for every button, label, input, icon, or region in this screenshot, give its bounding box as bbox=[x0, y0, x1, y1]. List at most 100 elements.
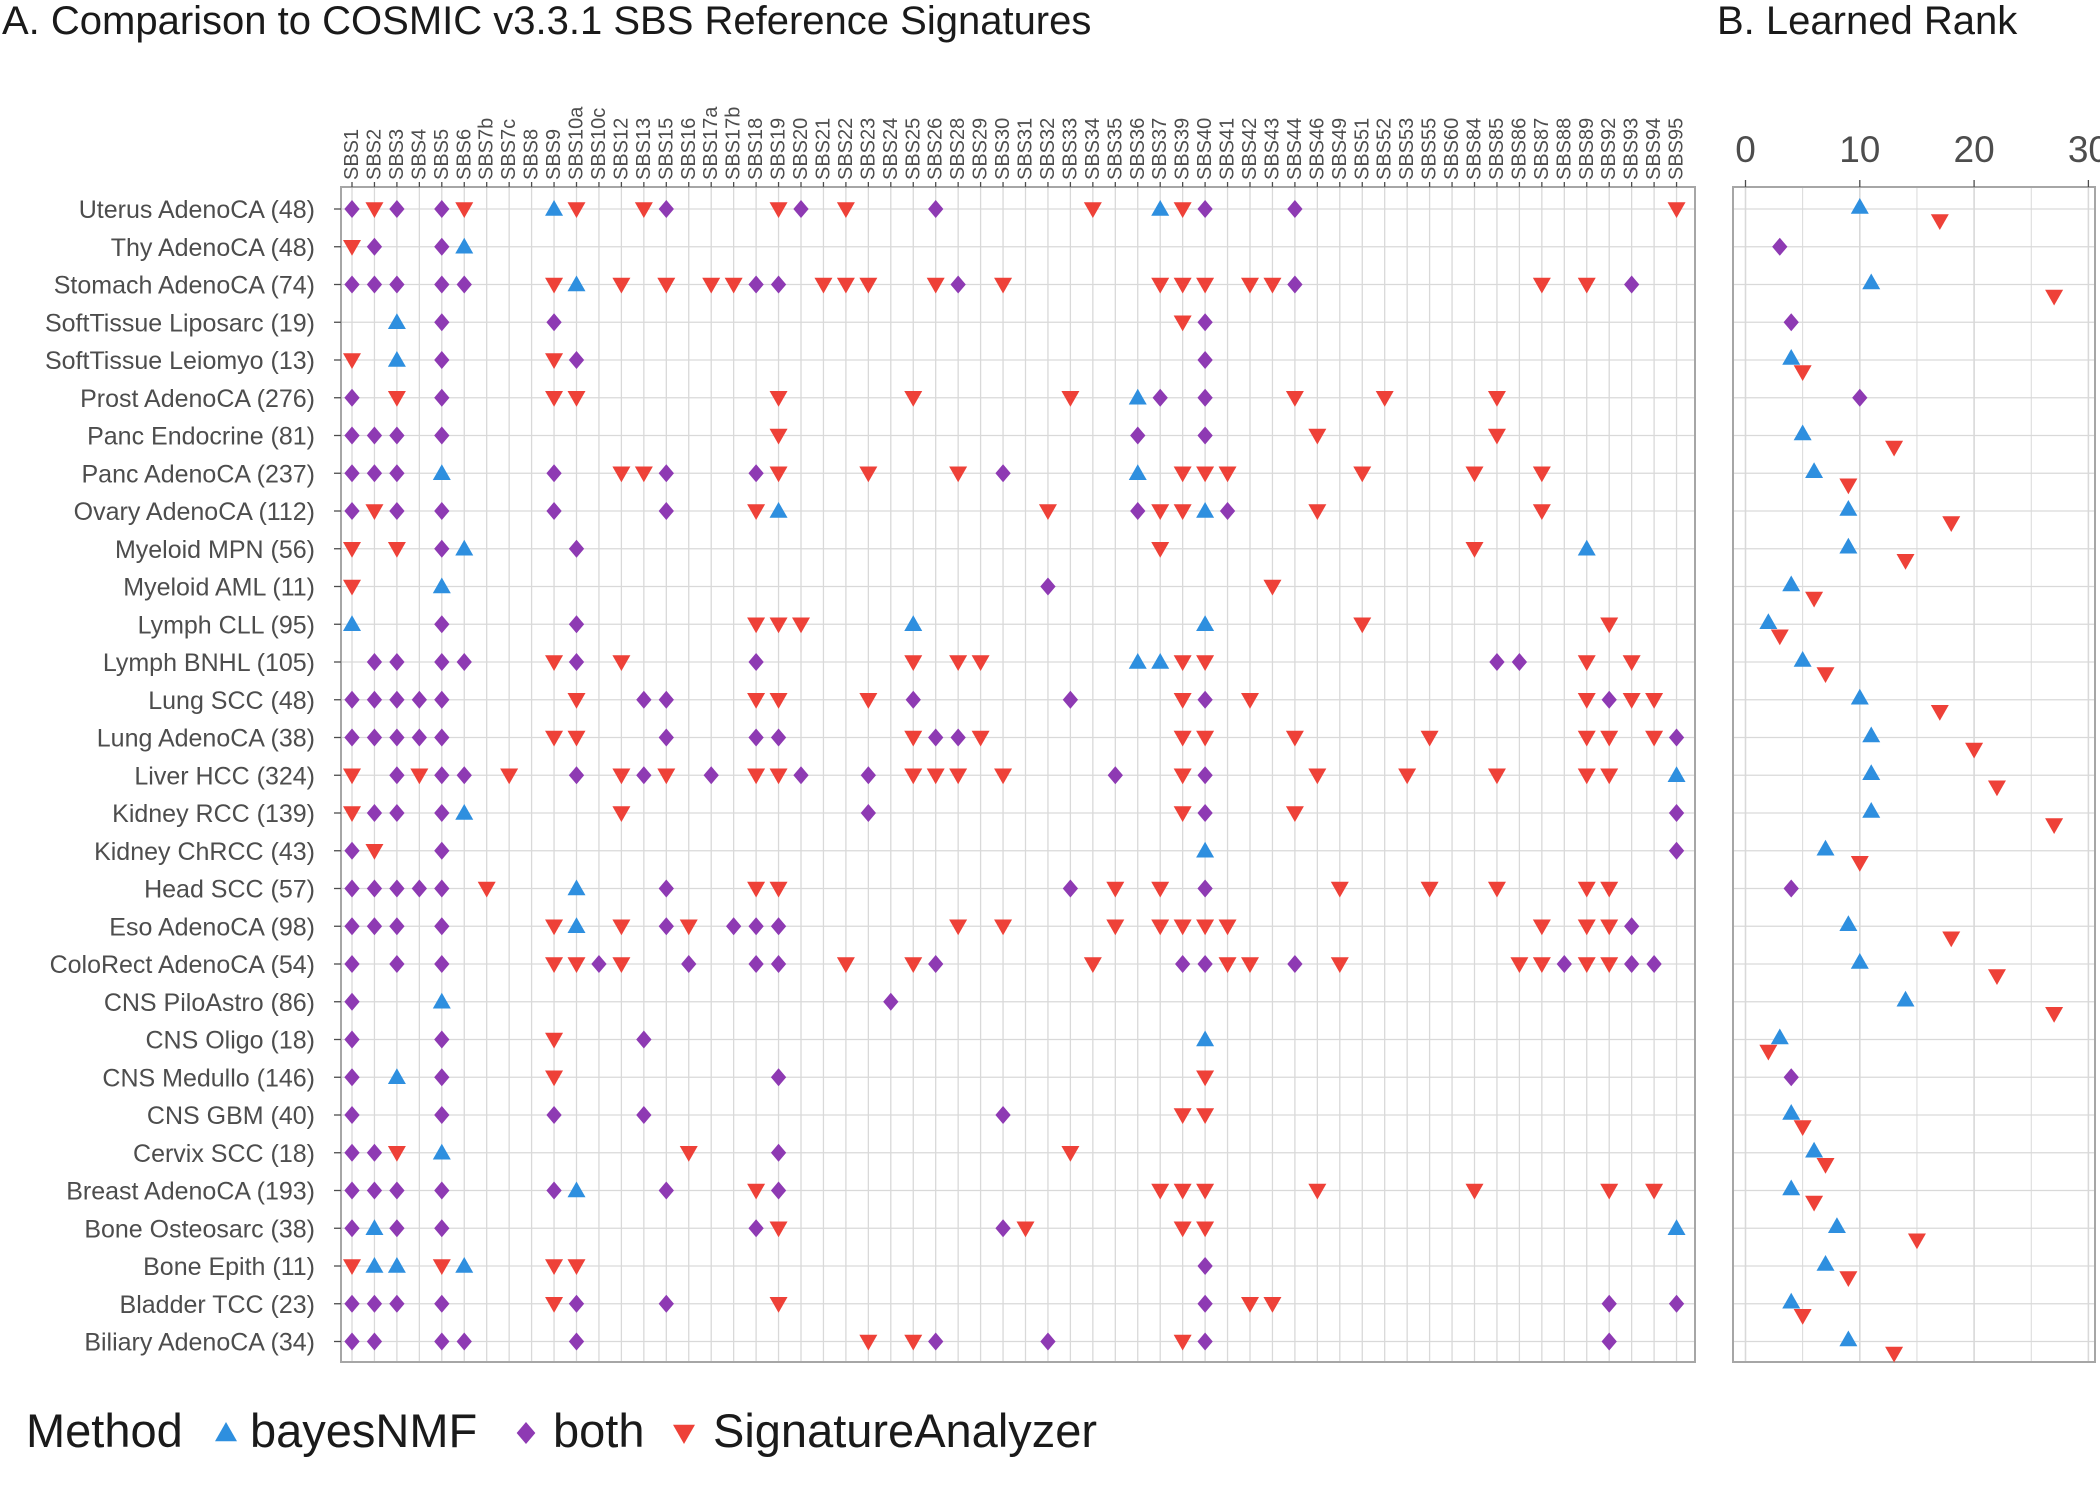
mark-cns-gbm-40-sbs9 bbox=[546, 1106, 562, 1124]
mark-stomach-adenoca-74-sbs37 bbox=[1151, 277, 1170, 294]
mark-breast-adenoca-193-sbs84 bbox=[1465, 1183, 1484, 1200]
mark-cns-piloastro-86-sbs5 bbox=[432, 992, 451, 1009]
rank-signatureanalyzer-bone-epith-11 bbox=[1839, 1271, 1858, 1287]
mark-myeloid-aml-11-sbs1 bbox=[343, 579, 361, 596]
mark-prost-adenoca-276-sbs37 bbox=[1152, 388, 1168, 407]
y-tick-thy-adenoca-48: Thy AdenoCA (48) bbox=[111, 234, 315, 262]
y-tick-bone-epith-11: Bone Epith (11) bbox=[143, 1253, 315, 1281]
rank-signatureanalyzer-cns-piloastro-86 bbox=[2045, 1007, 2064, 1023]
x-tick-sbs49: SBS49 bbox=[1329, 118, 1351, 180]
mark-bladder-tcc-23-sbs1 bbox=[344, 1294, 360, 1313]
mark-bone-osteosarc-38-sbs40 bbox=[1196, 1221, 1215, 1238]
mark-head-scc-57-sbs33 bbox=[1062, 879, 1079, 898]
mark-lymph-cll-95-sbs10a bbox=[568, 615, 585, 634]
mark-stomach-adenoca-74-sbs10a bbox=[567, 275, 586, 292]
mark-panc-endocrine-81-sbs19 bbox=[769, 428, 788, 445]
mark-panc-adenoca-237-sbs41 bbox=[1218, 466, 1237, 483]
mark-uterus-adenoca-48-sbs39 bbox=[1173, 202, 1192, 218]
rank-signatureanalyzer-kidney-chrcc-43 bbox=[1850, 856, 1869, 872]
x-tick-sbs44: SBS44 bbox=[1284, 118, 1306, 180]
mark-biliary-adenoca-34-sbs39 bbox=[1173, 1334, 1192, 1351]
mark-lung-scc-48-sbs3 bbox=[389, 690, 405, 709]
rank-bayesnmf-uterus-adenoca-48 bbox=[1850, 198, 1869, 214]
mark-lung-adenoca-38-sbs89 bbox=[1577, 730, 1596, 747]
rank-signatureanalyzer-panc-adenoca-237 bbox=[1839, 478, 1858, 495]
mark-lymph-bnhl-105-sbs5 bbox=[434, 653, 450, 671]
mark-kidney-chrcc-43-sbs2 bbox=[365, 844, 384, 860]
mark-liver-hcc-324-sbs19 bbox=[769, 768, 788, 785]
y-tick-kidney-rcc-139: Kidney RCC (139) bbox=[112, 800, 315, 828]
mark-stomach-adenoca-74-sbs39 bbox=[1173, 277, 1192, 294]
mark-kidney-chrcc-43-sbs95 bbox=[1668, 841, 1685, 860]
mark-thy-adenoca-48-sbs6 bbox=[455, 237, 474, 254]
mark-colorect-adenoca-54-sbs12 bbox=[612, 957, 631, 973]
mark-liver-hcc-324-sbs30 bbox=[994, 768, 1013, 785]
x-tick-sbs89: SBS89 bbox=[1576, 118, 1598, 180]
panel-a-marks bbox=[343, 200, 1686, 1351]
mark-head-scc-57-sbs1 bbox=[344, 879, 360, 898]
rank-both-thy-adenoca-48 bbox=[1772, 237, 1788, 256]
mark-bone-epith-11-sbs40 bbox=[1197, 1257, 1213, 1275]
mark-panc-adenoca-237-sbs2 bbox=[366, 464, 383, 483]
mark-uterus-adenoca-48-sbs22 bbox=[836, 202, 855, 218]
rank-bayesnmf-kidney-rcc-139 bbox=[1862, 802, 1881, 818]
mark-liver-hcc-324-sbs15 bbox=[657, 768, 676, 785]
mark-head-scc-57-sbs89 bbox=[1577, 881, 1596, 898]
rank-signatureanalyzer-panc-endocrine-81 bbox=[1885, 440, 1904, 457]
mark-ovary-adenoca-112-sbs41 bbox=[1219, 502, 1236, 520]
mark-lung-scc-48-sbs25 bbox=[905, 690, 921, 709]
mark-softtissue-liposarc-19-sbs3 bbox=[387, 313, 406, 329]
mark-lymph-bnhl-105-sbs28 bbox=[949, 655, 968, 671]
mark-eso-adenoca-98-sbs5 bbox=[434, 917, 450, 936]
legend-both-icon bbox=[516, 1422, 536, 1444]
mark-stomach-adenoca-74-sbs43 bbox=[1263, 277, 1282, 294]
mark-liver-hcc-324-sbs12 bbox=[612, 768, 631, 785]
mark-bone-osteosarc-38-sbs30 bbox=[995, 1219, 1011, 1238]
mark-lung-scc-48-sbs19 bbox=[769, 693, 788, 709]
mark-colorect-adenoca-54-sbs26 bbox=[928, 955, 944, 973]
mark-lymph-bnhl-105-sbs40 bbox=[1196, 655, 1215, 671]
mark-stomach-adenoca-74-sbs23 bbox=[859, 277, 878, 294]
mark-cns-piloastro-86-sbs24 bbox=[883, 992, 899, 1011]
mark-liver-hcc-324-sbs6 bbox=[456, 766, 472, 785]
rank-bayesnmf-colorect-adenoca-54 bbox=[1850, 953, 1869, 969]
mark-lung-adenoca-38-sbs94 bbox=[1645, 730, 1664, 747]
mark-cns-medullo-146-sbs19 bbox=[770, 1068, 787, 1087]
mark-lung-scc-48-sbs23 bbox=[859, 693, 878, 709]
mark-bladder-tcc-23-sbs15 bbox=[658, 1294, 674, 1313]
mark-softtissue-liposarc-19-sbs9 bbox=[546, 313, 562, 332]
mark-liver-hcc-324-sbs85 bbox=[1487, 768, 1506, 785]
mark-bone-epith-11-sbs10a bbox=[567, 1259, 586, 1275]
mark-lung-scc-48-sbs2 bbox=[366, 690, 383, 709]
x-tick-sbs6: SBS6 bbox=[453, 129, 475, 180]
rank-signatureanalyzer-bone-osteosarc-38 bbox=[1907, 1233, 1926, 1250]
mark-stomach-adenoca-74-sbs17a bbox=[702, 277, 721, 294]
mark-ovary-adenoca-112-sbs46 bbox=[1308, 504, 1327, 520]
rank-bayesnmf-breast-adenoca-193 bbox=[1782, 1179, 1801, 1196]
x-tick-sbs43: SBS43 bbox=[1261, 118, 1283, 180]
mark-lung-adenoca-38-sbs3 bbox=[389, 728, 405, 747]
mark-panc-adenoca-237-sbs39 bbox=[1173, 466, 1192, 483]
mark-bone-osteosarc-38-sbs1 bbox=[344, 1219, 360, 1238]
y-tick-colorect-adenoca-54: ColoRect AdenoCA (54) bbox=[50, 951, 315, 979]
mark-cervix-scc-18-sbs2 bbox=[366, 1143, 383, 1162]
panel-b-x-tick-20: 20 bbox=[1954, 129, 1995, 170]
mark-panc-adenoca-237-sbs13 bbox=[634, 466, 653, 483]
mark-cervix-scc-18-sbs33 bbox=[1061, 1146, 1080, 1162]
mark-lung-adenoca-38-sbs95 bbox=[1668, 728, 1685, 747]
mark-biliary-adenoca-34-sbs32 bbox=[1040, 1332, 1056, 1351]
mark-prost-adenoca-276-sbs9 bbox=[545, 391, 564, 407]
mark-panc-adenoca-237-sbs30 bbox=[995, 464, 1011, 483]
mark-panc-adenoca-237-sbs19 bbox=[769, 466, 788, 483]
mark-kidney-rcc-139-sbs2 bbox=[366, 804, 383, 822]
rank-bayesnmf-panc-adenoca-237 bbox=[1805, 462, 1824, 478]
mark-prost-adenoca-276-sbs5 bbox=[434, 388, 450, 407]
x-tick-sbs32: SBS32 bbox=[1037, 118, 1059, 180]
mark-panc-adenoca-237-sbs15 bbox=[658, 464, 674, 483]
rank-bayesnmf-myeloid-mpn-56 bbox=[1839, 537, 1858, 554]
rank-signatureanalyzer-kidney-rcc-139 bbox=[2045, 818, 2064, 834]
rank-signatureanalyzer-softtissue-leiomyo-13 bbox=[1793, 365, 1812, 381]
mark-thy-adenoca-48-sbs5 bbox=[434, 237, 450, 256]
mark-kidney-rcc-139-sbs40 bbox=[1197, 804, 1213, 822]
mark-prost-adenoca-276-sbs36 bbox=[1128, 388, 1147, 405]
